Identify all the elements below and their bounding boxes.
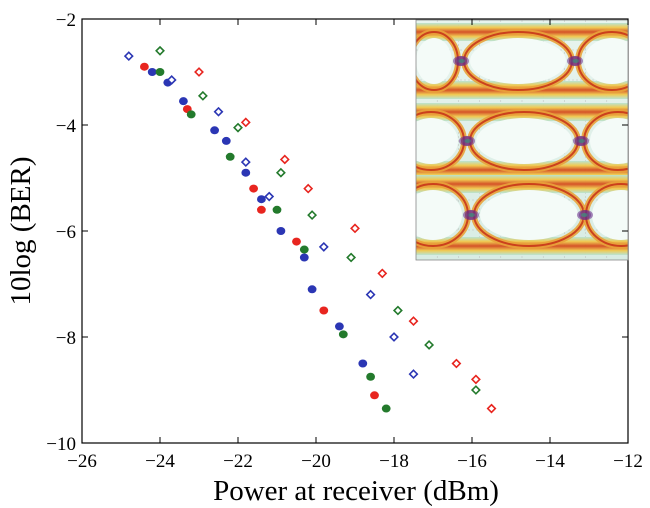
data-point: [299, 245, 309, 254]
data-point: [140, 62, 149, 71]
data-point: [275, 167, 286, 178]
data-point: [366, 372, 375, 381]
data-points: [123, 45, 497, 414]
x-axis-title: Power at receiver (dBm): [213, 475, 499, 507]
data-point: [299, 253, 309, 262]
data-point: [225, 152, 235, 161]
x-tick-label: −20: [301, 451, 331, 472]
data-point: [381, 404, 391, 413]
data-point: [292, 237, 301, 246]
data-point: [155, 68, 165, 76]
data-point: [186, 110, 196, 119]
data-point: [213, 106, 224, 117]
x-tick-label: −14: [535, 451, 565, 472]
x-tick-label: −24: [145, 451, 175, 472]
data-point: [303, 183, 314, 194]
data-point: [335, 322, 344, 331]
y-tick-label: −4: [56, 116, 77, 137]
data-point: [179, 97, 188, 106]
y-tick-label: −6: [56, 222, 76, 243]
data-point: [221, 136, 231, 145]
data-point: [307, 285, 317, 294]
x-tick-label: −22: [223, 451, 253, 472]
data-point: [240, 117, 251, 128]
y-tick-label: −8: [56, 328, 76, 349]
data-point: [194, 67, 204, 77]
data-point: [233, 122, 243, 133]
data-point: [392, 305, 403, 316]
data-point: [197, 90, 208, 101]
x-axis: −26 −24 −22 −20 −18 −16 −14 −12: [67, 19, 643, 472]
inset-eye-diagrams: [416, 20, 628, 260]
x-tick-label: −16: [457, 451, 487, 472]
data-point: [365, 289, 376, 300]
data-point: [272, 205, 282, 214]
data-point: [346, 252, 357, 263]
data-point: [279, 154, 290, 165]
y-axis-title: 10log (BER): [5, 156, 37, 305]
x-tick-label: −18: [379, 451, 409, 472]
inset-frame: [415, 19, 629, 261]
x-tick-label: −12: [613, 451, 643, 472]
data-point: [155, 45, 165, 56]
data-point: [408, 369, 419, 380]
data-point: [389, 332, 399, 342]
data-point: [451, 358, 462, 369]
data-point: [210, 126, 220, 135]
data-point: [377, 268, 388, 279]
y-tick-label: −2: [56, 10, 76, 31]
data-point: [241, 168, 251, 177]
data-point: [319, 306, 329, 315]
y-tick-label: −10: [46, 434, 76, 455]
data-point: [123, 51, 134, 62]
data-point: [486, 403, 497, 414]
data-point: [276, 227, 286, 235]
data-point: [350, 223, 360, 234]
data-point: [257, 195, 266, 204]
data-point: [264, 191, 275, 202]
data-point: [358, 359, 368, 368]
data-point: [424, 340, 435, 350]
data-point: [408, 316, 419, 327]
data-point: [166, 75, 177, 85]
data-point: [307, 210, 318, 221]
y-axis: −10 −8 −6 −4 −2: [46, 10, 628, 455]
data-point: [318, 241, 329, 252]
data-point: [470, 374, 481, 385]
data-point: [257, 205, 266, 214]
data-point: [240, 157, 251, 168]
data-point: [147, 68, 157, 76]
data-point: [338, 330, 348, 339]
data-point: [249, 184, 258, 193]
data-point: [370, 391, 379, 400]
x-tick-label: −26: [67, 451, 97, 472]
data-point: [470, 385, 481, 395]
